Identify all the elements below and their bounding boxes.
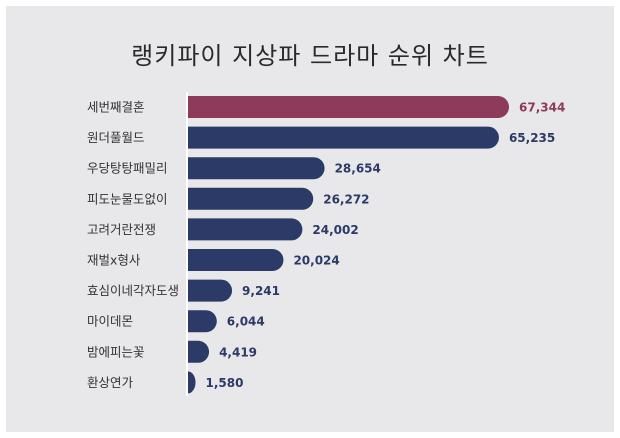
category-label: 원더풀월드	[87, 130, 145, 145]
bar	[188, 340, 210, 363]
category-label: 우당탕탕패밀리	[87, 161, 168, 176]
category-label: 환상연가	[87, 375, 134, 390]
value-label: 26,272	[323, 192, 369, 206]
bar	[188, 96, 509, 118]
bar	[188, 187, 314, 210]
category-label: 마이데몬	[87, 314, 133, 329]
category-label: 효심이네각자도생	[87, 283, 179, 298]
category-label: 고려거란전쟁	[87, 222, 156, 237]
category-label: 밤에피는꽃	[87, 344, 145, 359]
chart-card	[6, 6, 614, 432]
bar	[188, 249, 284, 271]
value-label: 28,654	[335, 162, 381, 176]
value-label: 67,344	[519, 101, 565, 115]
category-label: 세번째결혼	[87, 100, 145, 115]
value-label: 65,235	[509, 131, 555, 145]
bar	[188, 126, 499, 149]
bar	[188, 279, 233, 302]
value-label: 9,241	[242, 284, 280, 298]
category-label: 재벌x형사	[87, 253, 141, 268]
value-label: 24,002	[312, 223, 358, 237]
bar	[188, 157, 325, 180]
value-label: 1,580	[206, 376, 244, 390]
bar	[188, 371, 196, 394]
bar	[188, 310, 217, 333]
chart-title: 랭키파이 지상파 드라마 순위 차트	[131, 42, 489, 70]
bar	[188, 218, 303, 241]
value-label: 6,044	[227, 315, 265, 329]
value-label: 20,024	[293, 254, 339, 268]
value-label: 4,419	[219, 345, 257, 359]
category-label: 피도눈물도없이	[87, 191, 168, 206]
